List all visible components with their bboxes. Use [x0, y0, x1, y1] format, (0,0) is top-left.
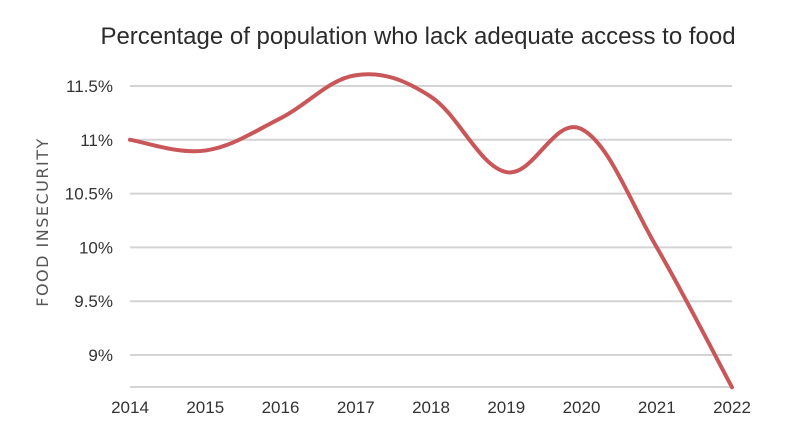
y-tick-label: 9.5% — [74, 292, 113, 311]
series-line — [128, 72, 734, 390]
y-tick-label: 10% — [79, 238, 113, 257]
data-point — [730, 385, 734, 389]
data-point — [655, 245, 659, 249]
x-tick-label: 2021 — [638, 398, 676, 417]
data-point — [128, 138, 132, 142]
x-tick-label: 2018 — [412, 398, 450, 417]
data-point — [504, 170, 508, 174]
y-axis-label: FOOD INSECURITY — [33, 137, 52, 307]
data-point — [429, 95, 433, 99]
data-point — [354, 73, 358, 77]
y-tick-label: 9% — [88, 346, 113, 365]
gridlines — [130, 85, 732, 388]
y-tick-label: 11% — [80, 131, 113, 150]
y-tick-labels: 9% 9.5% 10% 10.5% 11% 11.5% — [65, 77, 113, 365]
chart-title: Percentage of population who lack adequa… — [100, 23, 735, 50]
data-point — [279, 116, 283, 120]
x-tick-label: 2019 — [487, 398, 525, 417]
x-tick-label: 2014 — [111, 398, 149, 417]
y-tick-label: 11.5% — [66, 77, 113, 96]
x-tick-labels: 2014 2015 2016 2017 2018 2019 2020 2021 2022 — [111, 398, 751, 417]
x-tick-label: 2017 — [337, 398, 375, 417]
x-tick-label: 2022 — [713, 398, 751, 417]
series-group — [128, 72, 734, 390]
x-tick-label: 2015 — [186, 398, 224, 417]
y-tick-label: 10.5% — [65, 185, 113, 204]
data-point — [203, 149, 207, 153]
x-tick-label: 2020 — [563, 398, 601, 417]
x-tick-label: 2016 — [262, 398, 300, 417]
data-point — [580, 127, 584, 131]
